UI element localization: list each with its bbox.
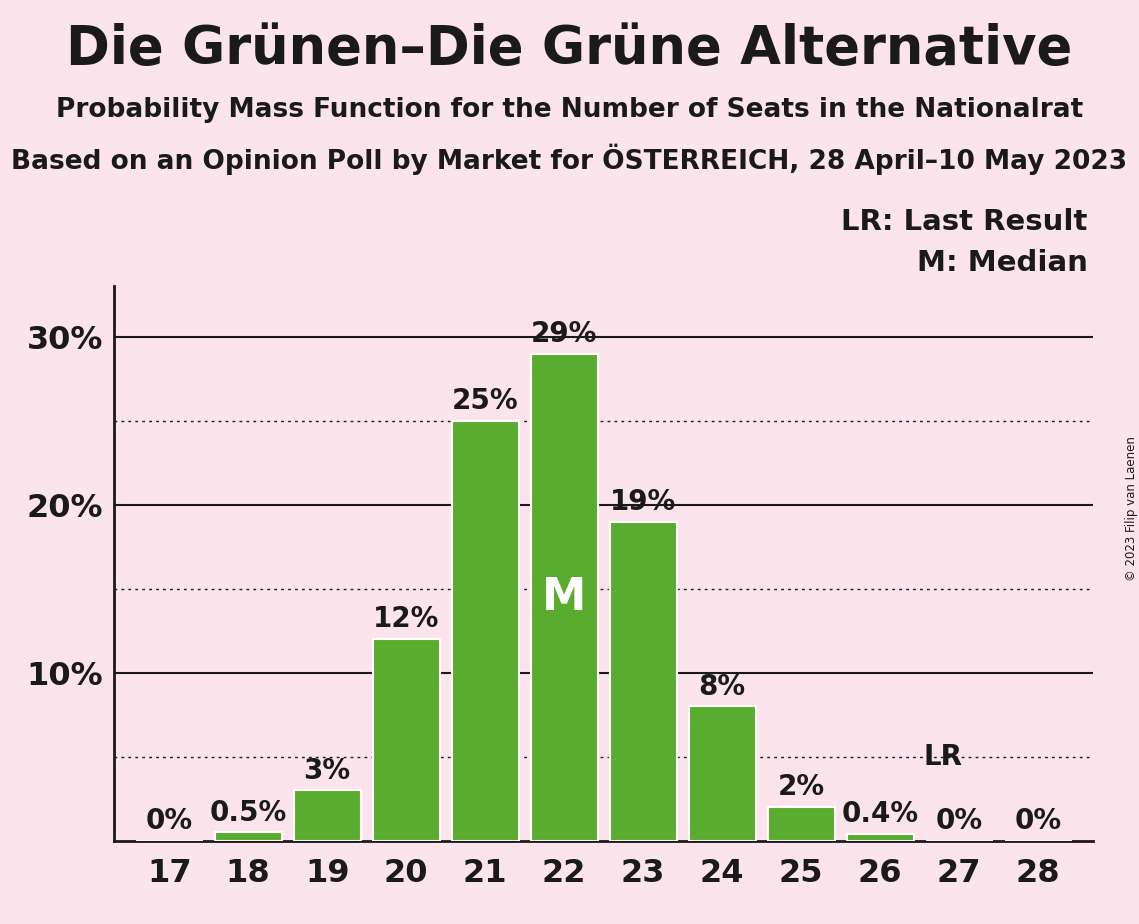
Text: Die Grünen–Die Grüne Alternative: Die Grünen–Die Grüne Alternative <box>66 23 1073 75</box>
Text: M: M <box>542 576 587 619</box>
Text: © 2023 Filip van Laenen: © 2023 Filip van Laenen <box>1124 436 1138 580</box>
Text: 0.5%: 0.5% <box>210 798 287 827</box>
Bar <box>372 639 440 841</box>
Bar <box>846 834 913 841</box>
Bar <box>214 833 281 841</box>
Bar <box>451 420 518 841</box>
Text: 0%: 0% <box>146 807 192 835</box>
Bar <box>294 790 361 841</box>
Text: LR: LR <box>924 743 962 771</box>
Text: 2%: 2% <box>778 773 825 801</box>
Bar <box>689 707 756 841</box>
Text: M: Median: M: Median <box>917 249 1088 277</box>
Text: 19%: 19% <box>611 488 677 516</box>
Text: 3%: 3% <box>304 757 351 784</box>
Text: 0%: 0% <box>1015 807 1062 835</box>
Text: Based on an Opinion Poll by Market for ÖSTERREICH, 28 April–10 May 2023: Based on an Opinion Poll by Market for Ö… <box>11 143 1128 175</box>
Text: LR: Last Result: LR: Last Result <box>842 208 1088 236</box>
Text: 29%: 29% <box>531 320 597 347</box>
Text: 8%: 8% <box>698 673 746 700</box>
Text: 0.4%: 0.4% <box>842 800 919 828</box>
Text: 12%: 12% <box>372 605 440 633</box>
Text: 25%: 25% <box>452 387 518 415</box>
Bar <box>768 808 835 841</box>
Bar <box>609 522 677 841</box>
Text: 0%: 0% <box>935 807 983 835</box>
Bar <box>531 354 598 841</box>
Text: Probability Mass Function for the Number of Seats in the Nationalrat: Probability Mass Function for the Number… <box>56 97 1083 123</box>
